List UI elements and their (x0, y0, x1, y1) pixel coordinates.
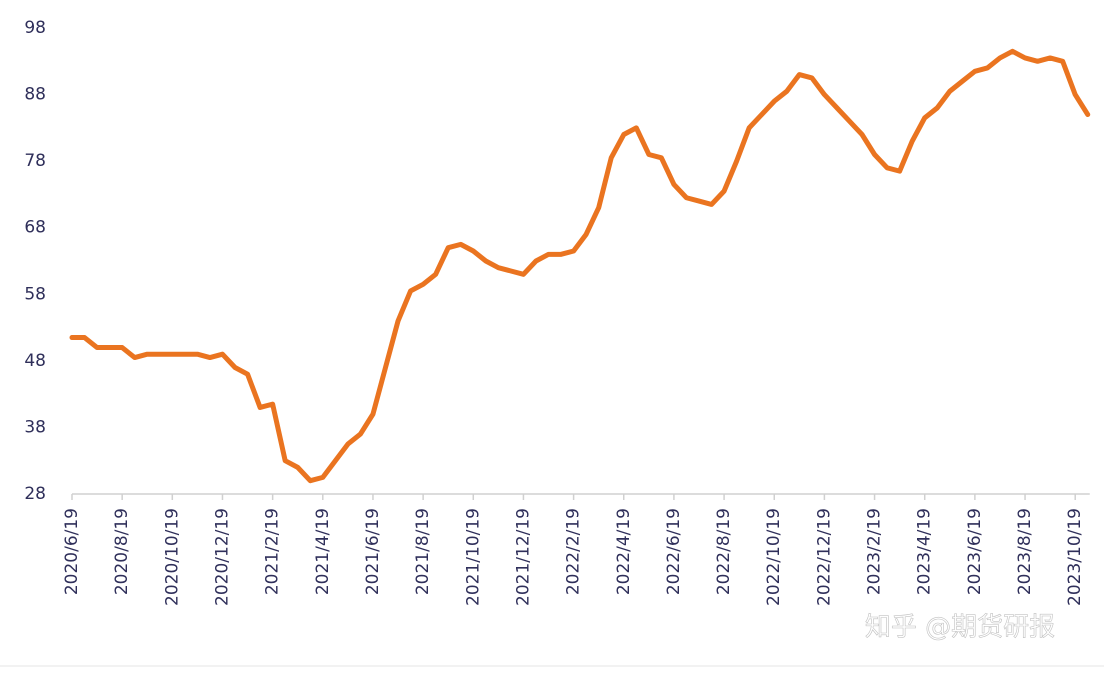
x-tick-label: 2023/8/19 (1015, 508, 1035, 595)
x-tick-label: 2021/6/19 (363, 508, 383, 595)
y-tick-label: 58 (24, 284, 46, 304)
y-tick-label: 68 (24, 218, 46, 238)
x-tick-label: 2022/12/19 (814, 508, 834, 606)
y-tick-label: 48 (24, 351, 46, 371)
x-tick-label: 2020/10/19 (162, 508, 182, 606)
x-tick-label: 2022/6/19 (664, 508, 684, 595)
y-tick-label: 28 (24, 484, 46, 504)
x-tick-label: 2021/10/19 (463, 508, 483, 606)
x-tick-label: 2020/12/19 (212, 508, 232, 606)
x-tick-label: 2023/6/19 (965, 508, 985, 595)
x-tick-label: 2023/4/19 (915, 508, 935, 595)
x-tick-label: 2022/10/19 (764, 508, 784, 606)
x-tick-label: 2022/4/19 (614, 508, 634, 595)
x-tick-label: 2020/6/19 (62, 508, 82, 595)
x-tick-label: 2023/2/19 (865, 508, 885, 595)
x-tick-label: 2021/4/19 (313, 508, 333, 595)
y-tick-label: 78 (24, 151, 46, 171)
x-tick-label: 2021/2/19 (263, 508, 283, 595)
x-tick-label: 2021/8/19 (413, 508, 433, 595)
x-tick-label: 2022/8/19 (714, 508, 734, 595)
data-line (69, 48, 1091, 484)
x-tick-label: 2022/2/19 (564, 508, 584, 595)
watermark: 知乎 @期货研报 (865, 613, 1055, 643)
x-tick-label: 2021/12/19 (513, 508, 533, 606)
y-tick-label: 88 (24, 85, 46, 105)
y-tick-label: 98 (24, 18, 46, 38)
y-tick-label: 38 (24, 417, 46, 437)
x-tick-label: 2020/8/19 (112, 508, 132, 595)
x-tick-label: 2023/10/19 (1065, 508, 1085, 606)
